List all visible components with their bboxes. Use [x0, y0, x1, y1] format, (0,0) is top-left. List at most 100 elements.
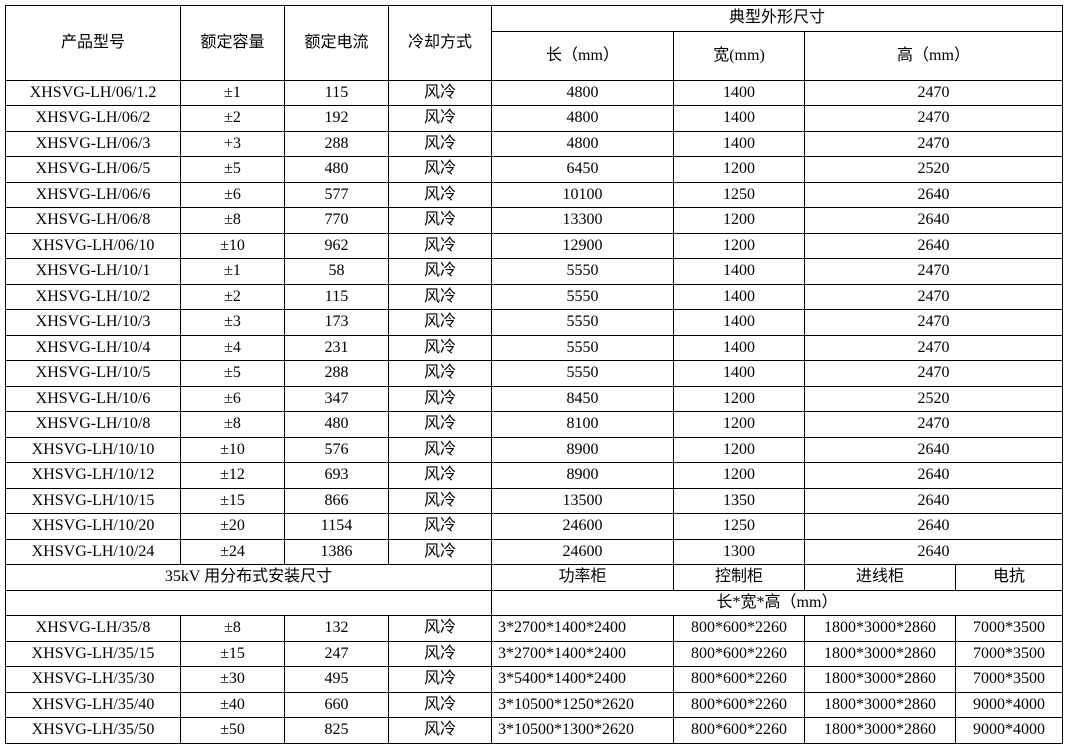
- cell-capacity: ±2: [180, 283, 285, 310]
- cell-cooling: 风冷: [388, 691, 492, 718]
- header-row-1: 产品型号 额定容量 额定电流 冷却方式 典型外形尺寸: [5, 5, 1063, 81]
- cell-length: 13500: [491, 487, 674, 514]
- cell-current: 480: [284, 411, 389, 438]
- cell-capacity: ±50: [180, 717, 285, 744]
- product-spec-table: 产品型号 额定容量 额定电流 冷却方式 典型外形尺寸 长（mm） 宽(mm) 高…: [5, 5, 1063, 744]
- cell-model: XHSVG-LH/35/8: [5, 615, 181, 642]
- section-35kv-unit-row: 长*宽*高（mm）: [5, 589, 1063, 616]
- table-row: XHSVG-LH/10/10 ±10 576 风冷 8900 1200 2640: [5, 436, 1063, 463]
- cell-width: 1400: [673, 130, 805, 157]
- cell-model: XHSVG-LH/10/12: [5, 462, 181, 489]
- cell-length: 8100: [491, 411, 674, 438]
- cell-cooling: 风冷: [388, 615, 492, 642]
- cell-capacity: ±1: [180, 258, 285, 285]
- cell-capacity: ±1: [180, 79, 285, 106]
- cell-capacity: ±5: [180, 156, 285, 183]
- cell-height: 2640: [804, 513, 1063, 540]
- table-row: XHSVG-LH/06/5 ±5 480 风冷 6450 1200 2520: [5, 156, 1063, 183]
- cell-model: XHSVG-LH/10/1: [5, 258, 181, 285]
- cell-height: 2470: [804, 130, 1063, 157]
- cell-model: XHSVG-LH/10/4: [5, 334, 181, 361]
- cell-height: 2470: [804, 411, 1063, 438]
- table-row: XHSVG-LH/10/15 ±15 866 风冷 13500 1350 2640: [5, 487, 1063, 514]
- header-reactor: 电抗: [955, 564, 1063, 591]
- cell-model: XHSVG-LH/10/24: [5, 538, 181, 565]
- cell-height: 2470: [804, 309, 1063, 336]
- cell-width: 1200: [673, 385, 805, 412]
- cell-length: 5550: [491, 258, 674, 285]
- table-row: XHSVG-LH/06/1.2 ±1 115 风冷 4800 1400 2470: [5, 79, 1063, 106]
- cell-control-cabinet: 800*600*2260: [673, 615, 805, 642]
- header-width: 宽(mm): [673, 30, 805, 81]
- cell-capacity: ±3: [180, 309, 285, 336]
- cell-cooling: 风冷: [388, 487, 492, 514]
- cell-width: 1400: [673, 283, 805, 310]
- cell-height: 2640: [804, 181, 1063, 208]
- cell-cooling: 风冷: [388, 666, 492, 693]
- cell-width: 1350: [673, 487, 805, 514]
- cell-cooling: 风冷: [388, 334, 492, 361]
- table-row: XHSVG-LH/10/6 ±6 347 风冷 8450 1200 2520: [5, 385, 1063, 412]
- cell-current: 115: [284, 79, 389, 106]
- unit-label: 长*宽*高（mm）: [491, 589, 1063, 616]
- cell-reactor: 9000*4000: [955, 691, 1063, 718]
- cell-model: XHSVG-LH/35/40: [5, 691, 181, 718]
- table-row: XHSVG-LH/10/5 ±5 288 风冷 5550 1400 2470: [5, 360, 1063, 387]
- cell-height: 2640: [804, 538, 1063, 565]
- cell-capacity: ±5: [180, 360, 285, 387]
- cell-capacity: ±24: [180, 538, 285, 565]
- header-current: 额定电流: [284, 5, 389, 81]
- header-incoming-cabinet: 进线柜: [804, 564, 956, 591]
- table-row-35kv: XHSVG-LH/35/50 ±50 825 风冷 3*10500*1300*2620 8…: [5, 717, 1063, 744]
- header-height: 高（mm）: [804, 30, 1063, 81]
- cell-current: 576: [284, 436, 389, 463]
- cell-height: 2640: [804, 232, 1063, 259]
- cell-reactor: 7000*3500: [955, 666, 1063, 693]
- cell-length: 24600: [491, 538, 674, 565]
- cell-length: 10100: [491, 181, 674, 208]
- table-row-35kv: XHSVG-LH/35/8 ±8 132 风冷 3*2700*1400*2400 800*…: [5, 615, 1063, 642]
- cell-current: 173: [284, 309, 389, 336]
- cell-cooling: 风冷: [388, 462, 492, 489]
- cell-capacity: ±30: [180, 666, 285, 693]
- cell-control-cabinet: 800*600*2260: [673, 691, 805, 718]
- cell-control-cabinet: 800*600*2260: [673, 666, 805, 693]
- cell-height: 2470: [804, 105, 1063, 132]
- header-capacity: 额定容量: [180, 5, 285, 81]
- cell-height: 2470: [804, 360, 1063, 387]
- cell-model: XHSVG-LH/06/2: [5, 105, 181, 132]
- cell-length: 6450: [491, 156, 674, 183]
- cell-current: 288: [284, 360, 389, 387]
- section-35kv-header-row: 35kV 用分布式安装尺寸 功率柜 控制柜 进线柜 电抗: [5, 564, 1063, 591]
- cell-length: 8900: [491, 436, 674, 463]
- cell-model: XHSVG-LH/06/10: [5, 232, 181, 259]
- cell-power-cabinet: 3*2700*1400*2400: [491, 640, 674, 667]
- cell-capacity: ±10: [180, 436, 285, 463]
- cell-length: 4800: [491, 105, 674, 132]
- cell-model: XHSVG-LH/35/15: [5, 640, 181, 667]
- cell-capacity: ±15: [180, 487, 285, 514]
- cell-current: 1154: [284, 513, 389, 540]
- cell-current: 495: [284, 666, 389, 693]
- header-row-2: 长（mm） 宽(mm) 高（mm）: [6, 30, 1063, 81]
- cell-cooling: 风冷: [388, 385, 492, 412]
- cell-cooling: 风冷: [388, 513, 492, 540]
- cell-cooling: 风冷: [388, 130, 492, 157]
- cell-width: 1200: [673, 411, 805, 438]
- cell-width: 1200: [673, 232, 805, 259]
- cell-current: 132: [284, 615, 389, 642]
- cell-model: XHSVG-LH/06/6: [5, 181, 181, 208]
- header-dimensions: 典型外形尺寸: [491, 5, 1063, 32]
- cell-cooling: 风冷: [388, 538, 492, 565]
- cell-width: 1400: [673, 309, 805, 336]
- cell-height: 2520: [804, 385, 1063, 412]
- cell-model: XHSVG-LH/06/8: [5, 207, 181, 234]
- cell-model: XHSVG-LH/10/2: [5, 283, 181, 310]
- cell-current: 58: [284, 258, 389, 285]
- cell-cooling: 风冷: [388, 309, 492, 336]
- cell-capacity: ±4: [180, 334, 285, 361]
- cell-length: 5550: [491, 360, 674, 387]
- table-row: XHSVG-LH/06/8 ±8 770 风冷 13300 1200 2640: [5, 207, 1063, 234]
- cell-length: 5550: [491, 334, 674, 361]
- cell-incoming-cabinet: 1800*3000*2860: [804, 691, 956, 718]
